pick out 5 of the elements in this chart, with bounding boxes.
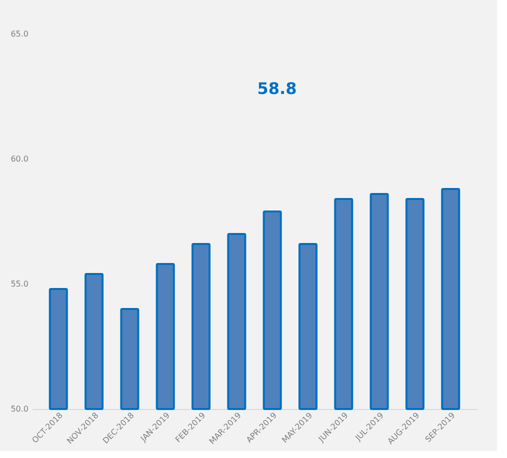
y-tick-label: 55.0 [10,280,28,288]
y-tick-label: 60.0 [10,154,28,164]
y-tick-label: 65.0 [10,30,28,38]
y-tick-label: 50.0 [10,404,28,414]
annotation: 58.8 [257,79,297,98]
